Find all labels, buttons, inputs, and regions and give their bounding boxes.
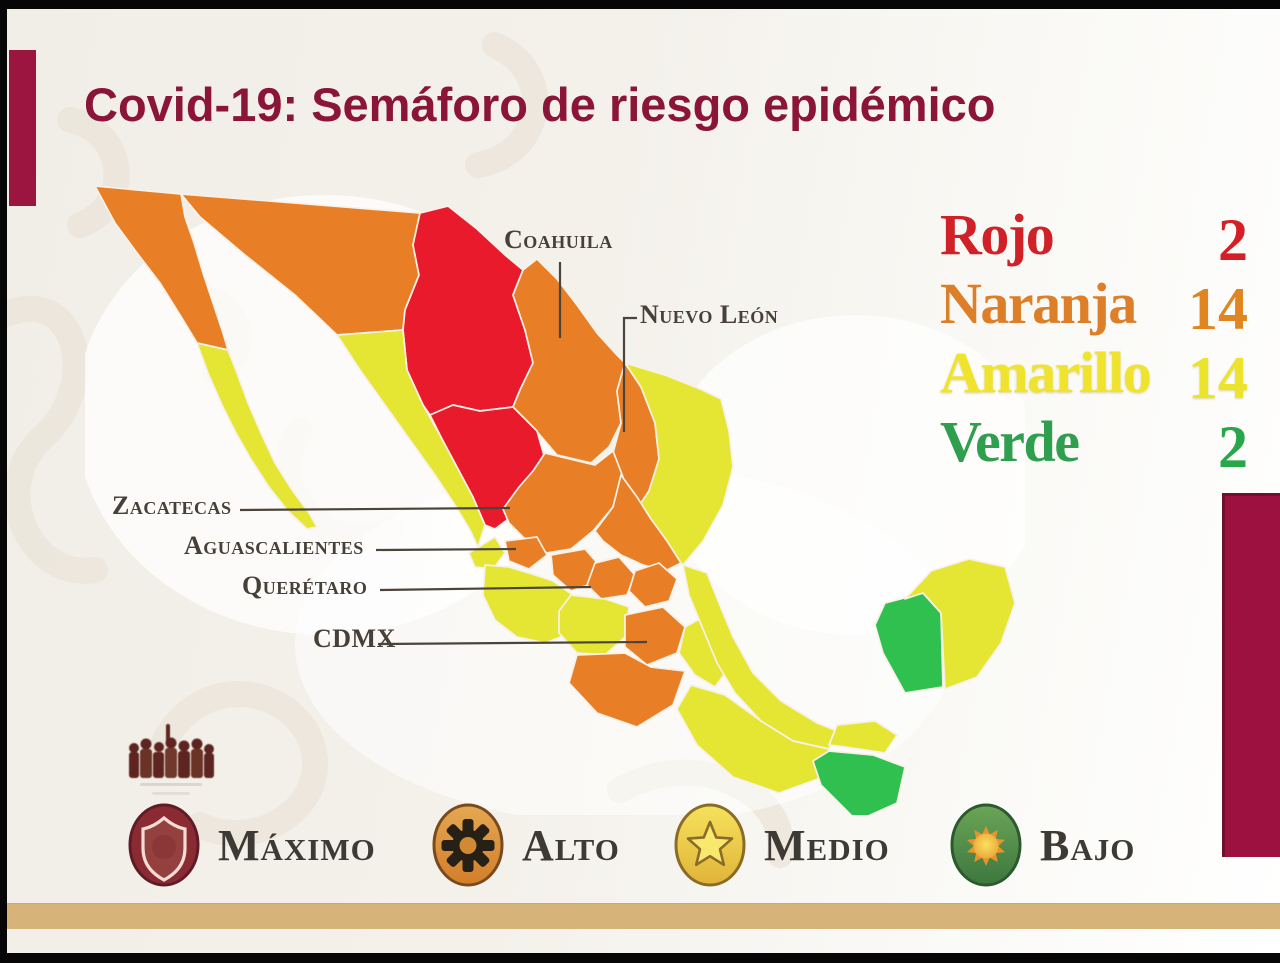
state-chiapas — [812, 750, 906, 815]
government-heroes-logo — [129, 724, 214, 778]
state-guerrero — [568, 652, 686, 728]
legend-row-amarillo: Amarillo 14 — [940, 338, 1248, 411]
legend-value-rojo: 2 — [1218, 207, 1248, 273]
bottom-gold-bar — [7, 903, 1280, 929]
map-label-aguascalientes: Aguascalientes — [184, 531, 364, 560]
state-tabasco — [828, 720, 898, 754]
legend-label-amarillo: Amarillo — [940, 340, 1152, 405]
leader-queretaro — [379, 585, 592, 592]
legend-value-verde: 2 — [1218, 414, 1248, 480]
state-queretaro — [586, 556, 636, 600]
leader-lines — [239, 262, 648, 646]
frame-bottom-bar — [0, 953, 1280, 963]
states-layer — [94, 185, 1016, 815]
state-hidalgo — [628, 562, 678, 608]
sun-badge-icon — [950, 803, 1022, 887]
state-yucatan-quintana-roo — [904, 558, 1016, 690]
leader-nuevo-leon — [622, 316, 637, 432]
color-count-legend: Rojo 2 Naranja 14 Amarillo 14 Verde 2 — [940, 200, 1248, 480]
frame-top-bar — [0, 0, 1280, 9]
shield-badge-icon — [128, 803, 200, 887]
state-nayarit — [468, 536, 506, 570]
map-label-nuevo-leon: Nuevo León — [640, 300, 779, 329]
risk-level-bajo: Bajo — [950, 800, 1135, 890]
risk-label-maximo: Máximo — [218, 820, 376, 870]
gear-badge-icon — [432, 803, 504, 887]
right-maroon-accent-panel — [1222, 493, 1280, 857]
map-label-cdmx: CDMX — [313, 624, 396, 653]
left-maroon-accent-bar — [9, 50, 36, 206]
state-baja-california — [94, 185, 229, 351]
map-label-queretaro: Querétaro — [242, 571, 368, 600]
risk-label-medio: Medio — [764, 820, 890, 870]
risk-label-bajo: Bajo — [1040, 820, 1136, 870]
map-label-coahuila: Coahuila — [504, 225, 613, 254]
state-zacatecas — [502, 450, 624, 554]
legend-row-rojo: Rojo 2 — [940, 200, 1248, 273]
legend-value-naranja: 14 — [1188, 276, 1248, 342]
leader-zacatecas — [239, 506, 511, 512]
risk-level-maximo: Máximo — [128, 800, 376, 890]
state-aguascalientes — [504, 536, 548, 570]
legend-row-verde: Verde 2 — [940, 407, 1248, 480]
legend-value-amarillo: 14 — [1188, 345, 1248, 411]
state-sinaloa — [336, 329, 486, 548]
risk-label-alto: Alto — [522, 820, 620, 870]
logo-caption-mark-2 — [152, 792, 190, 795]
state-coahuila — [512, 258, 626, 464]
leader-cdmx — [377, 640, 648, 646]
map-label-zacatecas: Zacatecas — [112, 491, 232, 520]
risk-level-medio: Medio — [674, 800, 890, 890]
leader-aguascalientes — [375, 547, 517, 552]
legend-label-naranja: Naranja — [940, 271, 1137, 336]
legend-label-verde: Verde — [940, 409, 1080, 474]
risk-level-alto: Alto — [432, 800, 620, 890]
legend-label-rojo: Rojo — [940, 202, 1055, 267]
logo-caption-mark — [140, 783, 202, 786]
mexico-map — [85, 175, 1025, 815]
state-edomex-cdmx — [624, 606, 686, 666]
star-badge-icon — [674, 803, 746, 887]
legend-row-naranja: Naranja 14 — [940, 269, 1248, 342]
state-baja-california-sur — [196, 342, 318, 530]
page-title: Covid-19: Semáforo de riesgo epidémico — [84, 78, 996, 132]
frame-left-bar — [0, 0, 7, 963]
